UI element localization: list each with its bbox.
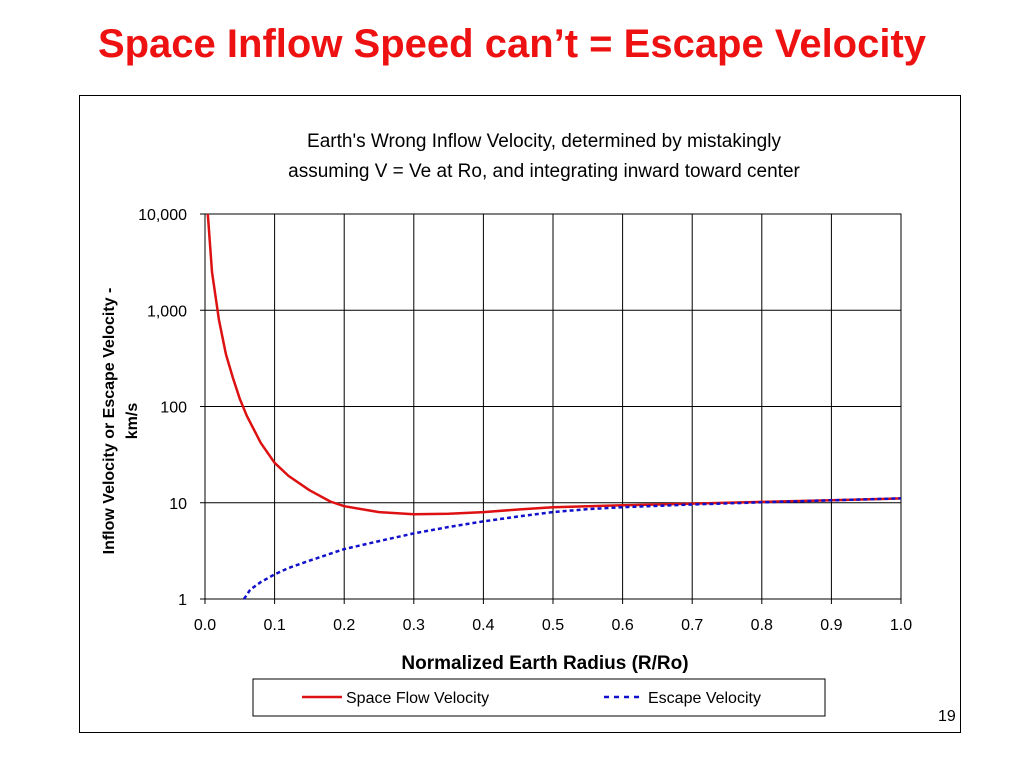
x-tick-labels: 0.0 0.1 0.2 0.3 0.4 0.5 0.6 0.7 0.8 0.9 1.0 [194, 617, 912, 634]
y-tick-label: 10 [169, 496, 187, 513]
x-tick-label: 1.0 [890, 617, 912, 634]
y-tick-label: 1,000 [147, 303, 187, 320]
chart-svg: Earth's Wrong Inflow Velocity, determine… [101, 131, 912, 717]
y-axis-label-line-2: km/s [124, 403, 141, 440]
y-tick-label: 10,000 [138, 207, 187, 224]
space-flow-velocity-line [206, 213, 902, 516]
x-tick-label: 0.4 [472, 617, 494, 634]
slide-title: Space Inflow Speed can’t = Escape Veloci… [97, 22, 927, 66]
x-tick-label: 0.8 [751, 617, 773, 634]
chart-title-line-2: assuming V = Ve at Ro, and integrating i… [288, 161, 800, 182]
slide-number: 19 [938, 708, 956, 725]
x-tick-label: 0.2 [333, 617, 355, 634]
escape-velocity-line [242, 497, 902, 600]
x-tick-label: 0.5 [542, 617, 564, 634]
x-tick-label: 0.7 [681, 617, 703, 634]
chart-frame: Earth's Wrong Inflow Velocity, determine… [79, 95, 961, 733]
x-tick-label: 0.3 [403, 617, 425, 634]
y-axis-label-line-1: Inflow Velocity or Escape Velocity - [101, 288, 118, 555]
x-tick-label: 0.6 [611, 617, 633, 634]
x-tick-label: 0.9 [820, 617, 842, 634]
legend-box [252, 678, 826, 717]
series-layer [206, 213, 902, 600]
grid-layer [200, 213, 902, 604]
legend-label-space-flow: Space Flow Velocity [346, 690, 489, 707]
y-tick-labels: 1 10 100 1,000 10,000 [138, 207, 187, 609]
chart-title-line-1: Earth's Wrong Inflow Velocity, determine… [307, 131, 781, 152]
x-axis-label: Normalized Earth Radius (R/Ro) [401, 653, 688, 674]
legend-label-escape: Escape Velocity [648, 690, 761, 707]
y-tick-label: 100 [160, 400, 187, 417]
x-tick-label: 0.0 [194, 617, 216, 634]
x-tick-label: 0.1 [263, 617, 285, 634]
legend: Space Flow Velocity Escape Velocity [252, 678, 826, 717]
plot-area-border [204, 213, 902, 600]
y-tick-label: 1 [178, 592, 187, 609]
